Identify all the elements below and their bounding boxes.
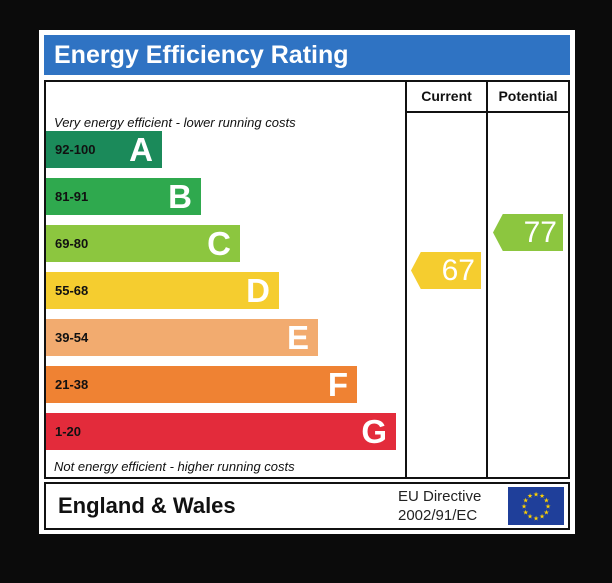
band-range-label: 1-20: [55, 424, 82, 439]
band-e: 39-54 E: [46, 319, 318, 356]
energy-rating-card: Energy Efficiency Rating Current Potenti…: [39, 30, 575, 534]
eu-directive: EU Directive 2002/91/EC: [398, 487, 508, 525]
band-range-label: 69-80: [55, 236, 89, 251]
band-c: 69-80 C: [46, 225, 240, 262]
flag-star-icon: ★: [543, 496, 549, 504]
column-divider: [486, 82, 488, 477]
flag-star-icon: ★: [533, 490, 539, 498]
directive-line-1: EU Directive: [398, 488, 482, 505]
band-range-label: 39-54: [55, 330, 89, 345]
potential-rating-arrow: 77: [493, 214, 563, 251]
current-rating-value: 67: [441, 254, 475, 287]
current-rating-arrow: 67: [411, 252, 481, 289]
footer: England & Wales EU Directive 2002/91/EC …: [44, 482, 570, 530]
flag-star-icon: ★: [545, 502, 551, 510]
band-f: 21-38 F: [46, 366, 357, 403]
potential-rating-value: 77: [523, 216, 557, 249]
column-divider: [405, 82, 407, 477]
rating-table: Current Potential Very energy efficient …: [44, 80, 570, 479]
band-b: 81-91 B: [46, 178, 201, 215]
band-letter: A: [129, 131, 153, 168]
directive-line-2: 2002/91/EC: [398, 507, 478, 524]
flag-star-icon: ★: [523, 496, 529, 504]
top-caption: Very energy efficient - lower running co…: [54, 115, 296, 130]
header-divider: [405, 111, 568, 113]
band-d: 55-68 D: [46, 272, 279, 309]
current-column-header: Current: [421, 88, 472, 104]
chart-title: Energy Efficiency Rating: [44, 35, 570, 75]
band-a: 92-100 A: [46, 131, 162, 168]
bottom-caption: Not energy efficient - higher running co…: [54, 459, 295, 474]
band-letter: E: [286, 319, 309, 356]
flag-star-icon: ★: [533, 514, 539, 522]
band-letter: G: [361, 413, 387, 450]
band-letter: D: [246, 272, 270, 309]
band-g: 1-20 G: [46, 413, 396, 450]
flag-star-icon: ★: [527, 513, 533, 521]
potential-column-header: Potential: [498, 88, 558, 104]
flag-star-icon: ★: [539, 513, 545, 521]
band-range-label: 92-100: [55, 142, 96, 157]
band-letter: F: [327, 366, 348, 403]
flag-star-icon: ★: [523, 508, 529, 516]
eu-flag-icon: ★ ★★★★★★★★★★★: [508, 487, 564, 525]
band-letter: C: [207, 225, 231, 262]
flag-star-icon: ★: [543, 508, 549, 516]
band-letter: B: [168, 178, 192, 215]
flag-star-icon: ★: [521, 502, 527, 510]
band-range-label: 55-68: [55, 283, 89, 298]
region-label: England & Wales: [58, 493, 236, 518]
band-range-label: 21-38: [55, 377, 89, 392]
flag-star-icon: ★: [527, 492, 533, 500]
band-range-label: 81-91: [55, 189, 89, 204]
flag-star-icon: ★: [539, 492, 545, 500]
